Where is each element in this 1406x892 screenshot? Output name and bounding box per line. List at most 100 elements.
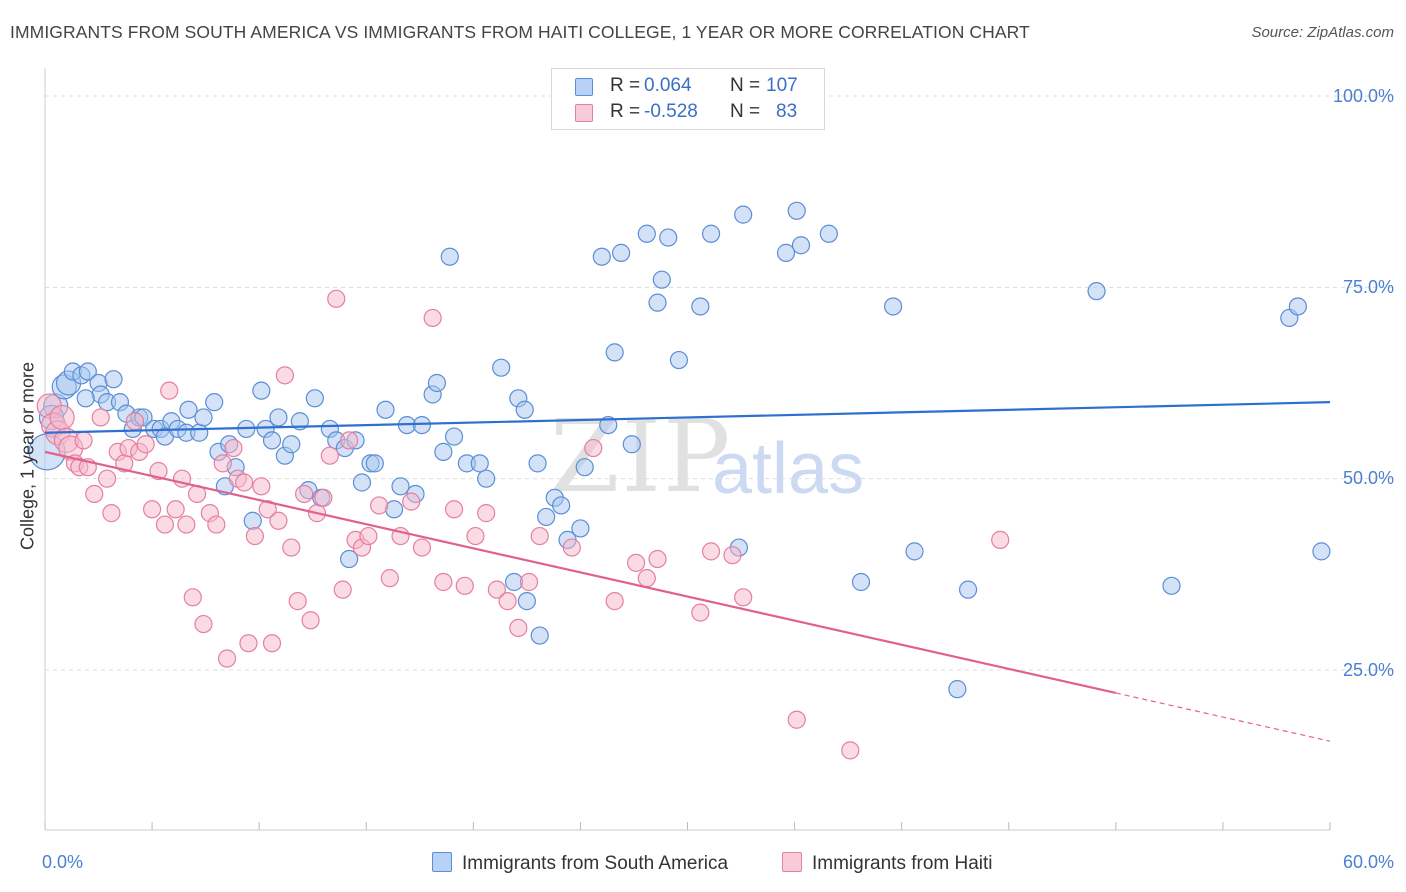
point-south-america xyxy=(659,228,678,247)
point-south-america xyxy=(376,400,395,419)
point-south-america xyxy=(1312,542,1331,561)
point-haiti xyxy=(194,614,213,634)
point-haiti xyxy=(49,404,75,431)
point-south-america xyxy=(434,442,453,461)
point-south-america xyxy=(262,431,282,450)
point-haiti xyxy=(262,634,282,653)
point-haiti xyxy=(258,500,277,519)
point-south-america xyxy=(734,205,753,224)
point-haiti xyxy=(85,484,104,504)
point-haiti xyxy=(605,592,624,611)
point-south-america xyxy=(444,427,464,446)
point-haiti xyxy=(423,308,442,328)
point-south-america xyxy=(470,454,489,473)
point-south-america xyxy=(305,389,324,408)
point-haiti xyxy=(466,526,485,546)
point-haiti xyxy=(183,588,202,607)
stats-box: R = 0.064 N = 107 R = -0.528 N = 83 xyxy=(551,68,825,130)
point-haiti xyxy=(224,438,243,458)
point-south-america xyxy=(384,500,404,519)
x-tick-label-min: 0.0% xyxy=(42,852,84,872)
point-south-america xyxy=(427,373,447,393)
point-haiti xyxy=(213,454,232,473)
point-haiti xyxy=(166,500,185,519)
point-south-america xyxy=(599,415,618,435)
point-south-america xyxy=(365,454,384,473)
n-label: N = xyxy=(730,101,761,122)
point-south-america xyxy=(776,243,796,262)
point-south-america xyxy=(958,580,978,599)
point-haiti xyxy=(282,538,301,557)
point-haiti xyxy=(359,526,378,546)
point-haiti xyxy=(102,504,121,523)
point-south-america xyxy=(179,400,198,419)
point-south-america xyxy=(537,507,556,527)
point-haiti xyxy=(991,530,1010,549)
point-haiti xyxy=(125,412,145,431)
point-haiti xyxy=(498,592,517,611)
point-haiti xyxy=(841,741,860,760)
n-label: N = xyxy=(730,75,761,96)
n-value: 107 xyxy=(766,75,798,96)
point-south-america xyxy=(530,626,549,645)
point-haiti xyxy=(239,634,258,653)
point-south-america xyxy=(352,473,372,492)
point-haiti xyxy=(530,526,549,546)
point-haiti xyxy=(626,553,646,572)
point-south-america xyxy=(652,270,671,289)
point-haiti xyxy=(149,461,168,481)
stats-row-haiti: R = -0.528 N = 83 xyxy=(552,101,824,127)
point-haiti xyxy=(412,538,432,557)
point-haiti xyxy=(91,408,110,427)
x-tick-label-max: 60.0% xyxy=(1342,852,1394,872)
point-haiti xyxy=(207,515,226,534)
point-haiti xyxy=(288,592,307,611)
point-south-america xyxy=(440,247,459,266)
y-tick-label: 25.0% xyxy=(1342,660,1394,680)
point-south-america xyxy=(78,362,97,381)
point-haiti xyxy=(295,484,314,504)
point-south-america xyxy=(252,381,271,400)
trendline-south-america xyxy=(44,401,1331,434)
legend-item-south-america: Immigrants from South America xyxy=(432,852,728,875)
legend-swatch-blue xyxy=(432,852,452,872)
point-haiti xyxy=(155,515,175,534)
y-tick-label: 75.0% xyxy=(1342,277,1394,297)
point-south-america xyxy=(552,496,571,515)
point-south-america xyxy=(104,370,123,389)
point-haiti xyxy=(160,381,179,400)
point-haiti xyxy=(402,492,421,511)
point-haiti xyxy=(637,569,656,588)
point-south-america xyxy=(528,454,547,473)
point-south-america xyxy=(791,236,811,255)
point-south-america xyxy=(819,224,838,243)
point-haiti xyxy=(301,611,320,630)
point-south-america xyxy=(905,542,924,561)
point-south-america xyxy=(412,415,432,435)
point-haiti xyxy=(177,515,196,534)
point-haiti xyxy=(136,435,155,454)
trendline-haiti xyxy=(44,450,1117,695)
point-south-america xyxy=(194,408,213,427)
point-south-america xyxy=(571,519,590,538)
point-haiti xyxy=(314,488,333,507)
point-south-america xyxy=(269,408,288,427)
point-haiti xyxy=(434,572,453,592)
point-south-america xyxy=(340,549,359,569)
n-value: 83 xyxy=(776,101,798,122)
point-haiti xyxy=(235,473,254,492)
point-south-america xyxy=(612,243,631,262)
point-haiti xyxy=(327,289,346,308)
watermark-atlas: atlas xyxy=(712,429,865,509)
point-haiti xyxy=(217,649,237,668)
point-haiti xyxy=(98,469,117,488)
point-haiti xyxy=(245,526,264,546)
point-south-america xyxy=(787,201,806,220)
legend-label: Immigrants from South America xyxy=(462,853,729,874)
point-haiti xyxy=(519,572,539,592)
point-south-america xyxy=(669,350,689,370)
y-tick-label: 100.0% xyxy=(1332,86,1394,106)
point-haiti xyxy=(648,549,667,569)
point-haiti xyxy=(444,500,464,519)
